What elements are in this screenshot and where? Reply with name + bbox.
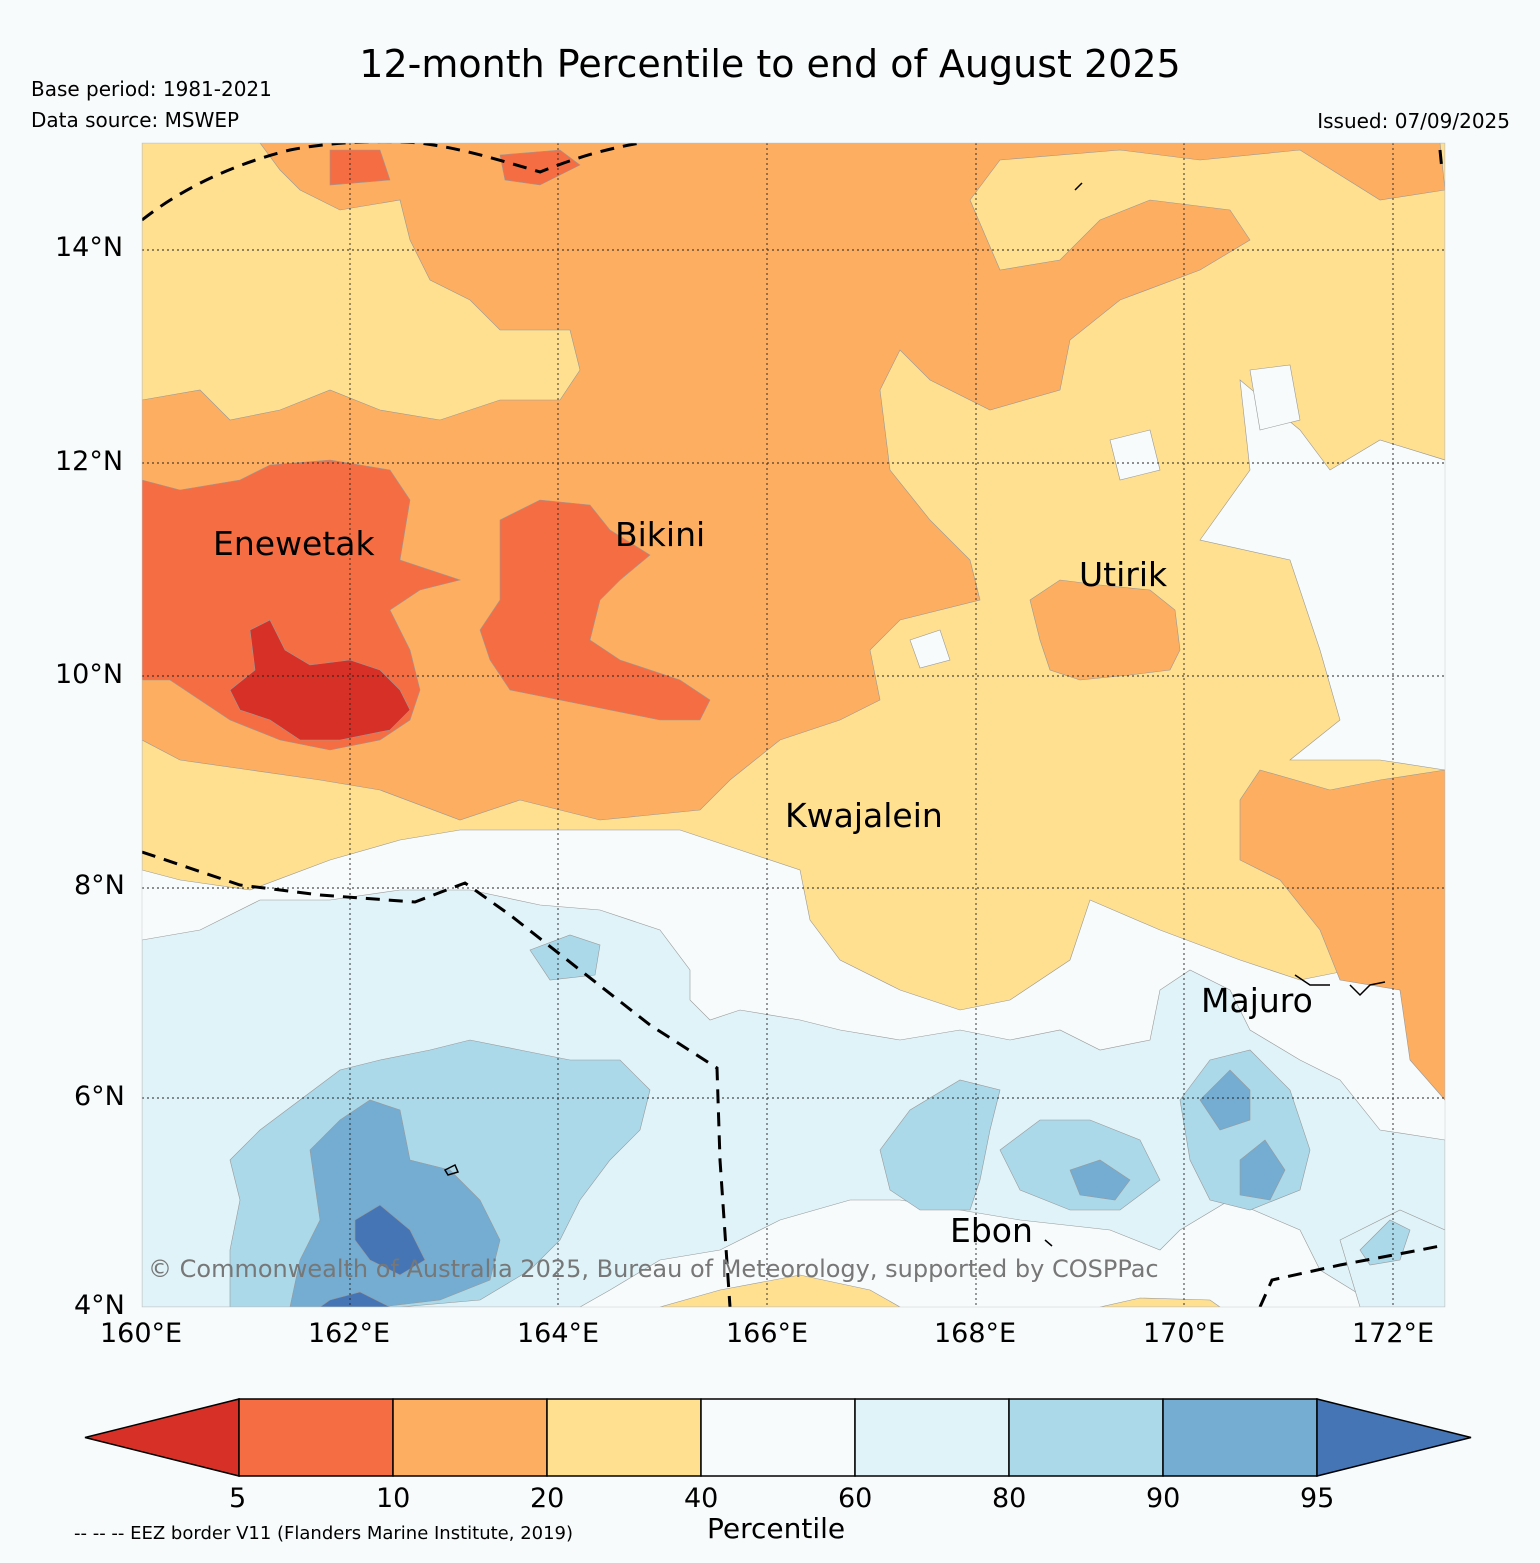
eez-border — [142, 143, 1445, 1307]
region-5-10-bikini — [479, 499, 711, 721]
lat-tick-6: 6°N — [74, 1081, 125, 1112]
lat-tick-10: 10°N — [55, 659, 124, 690]
region-above-95 — [354, 1204, 426, 1276]
place-label-utirik: Utirik — [1079, 555, 1168, 594]
data-source: Data source: MSWEP — [31, 108, 240, 132]
place-label-majuro: Majuro — [1201, 981, 1313, 1020]
issued-date: Issued: 07/09/2025 — [1317, 109, 1510, 133]
lon-tick-160: 160°E — [100, 1318, 183, 1349]
region-20-40-bottom — [659, 1274, 901, 1307]
colorbar-label-10: 10 — [376, 1483, 411, 1514]
region-5-10-top2 — [499, 149, 581, 186]
base-period: Base period: 1981-2021 — [31, 77, 272, 101]
lat-tick-12: 12°N — [55, 446, 124, 477]
region-40-60-patch2 — [1249, 364, 1301, 431]
colorbar-extend-low — [84, 1398, 240, 1477]
colorbar-bin-20-40 — [546, 1398, 702, 1477]
lon-tick-162: 162°E — [308, 1318, 391, 1349]
colorbar-bin-80-90 — [1008, 1398, 1164, 1477]
place-label-enewetak: Enewetak — [213, 524, 375, 563]
region-80-90-small — [529, 934, 601, 981]
colorbar-bin-5-10 — [238, 1398, 394, 1477]
colorbar — [84, 1398, 1472, 1477]
atoll-outlines — [443, 182, 1386, 1247]
lat-tick-14: 14°N — [55, 232, 124, 263]
colorbar-bin-10-20 — [392, 1398, 548, 1477]
colorbar-label-20: 20 — [530, 1483, 565, 1514]
region-below-5 — [229, 619, 411, 741]
chart-title: 12-month Percentile to end of August 202… — [359, 42, 1181, 86]
lon-tick-166: 166°E — [726, 1318, 809, 1349]
region-90-95-e2 — [1239, 1139, 1286, 1201]
map-frame — [141, 142, 1446, 1308]
region-90-95-e — [1199, 1069, 1251, 1131]
region-80-90-center — [879, 1079, 1001, 1211]
lon-tick-172: 172°E — [1352, 1318, 1435, 1349]
colorbar-label-80: 80 — [992, 1483, 1027, 1514]
lon-tick-170: 170°E — [1143, 1318, 1226, 1349]
region-10-20 — [142, 143, 1445, 821]
lat-tick-8: 8°N — [74, 870, 125, 901]
colorbar-label-60: 60 — [838, 1483, 873, 1514]
region-40-60-patch3 — [1109, 429, 1161, 481]
lon-tick-168: 168°E — [934, 1318, 1017, 1349]
copyright-notice: © Commonwealth of Australia 2025, Bureau… — [148, 1255, 1159, 1283]
map-plot-area — [142, 143, 1445, 1307]
colorbar-label-5: 5 — [229, 1483, 247, 1514]
colorbar-title: Percentile — [707, 1512, 846, 1545]
colorbar-bin-60-80 — [854, 1398, 1010, 1477]
region-10-20-utirik — [1029, 579, 1181, 681]
place-label-ebon: Ebon — [950, 1211, 1033, 1250]
lon-tick-164: 164°E — [517, 1318, 600, 1349]
region-40-60-patch1 — [909, 629, 951, 669]
place-label-bikini: Bikini — [615, 515, 706, 554]
colorbar-label-95: 95 — [1300, 1483, 1335, 1514]
colorbar-extend-high — [1316, 1398, 1472, 1477]
region-10-20-east — [1239, 769, 1445, 1101]
region-80-90-se — [1359, 1219, 1411, 1266]
colorbar-label-40: 40 — [684, 1483, 719, 1514]
graticule — [142, 143, 1445, 1307]
colorbar-bin-90-95 — [1162, 1398, 1318, 1477]
region-90-95-c — [1069, 1159, 1131, 1201]
eez-legend-note: -- -- -- EEZ border V11 (Flanders Marine… — [74, 1523, 574, 1544]
colorbar-bin-40-60 — [700, 1398, 856, 1477]
colorbar-label-90: 90 — [1146, 1483, 1181, 1514]
lat-tick-4: 4°N — [74, 1290, 125, 1321]
place-label-kwajalein: Kwajalein — [785, 796, 943, 835]
region-20-40-bottom2 — [1099, 1297, 1221, 1307]
region-5-10-top1 — [329, 149, 391, 186]
region-90-95-west — [289, 1099, 501, 1307]
